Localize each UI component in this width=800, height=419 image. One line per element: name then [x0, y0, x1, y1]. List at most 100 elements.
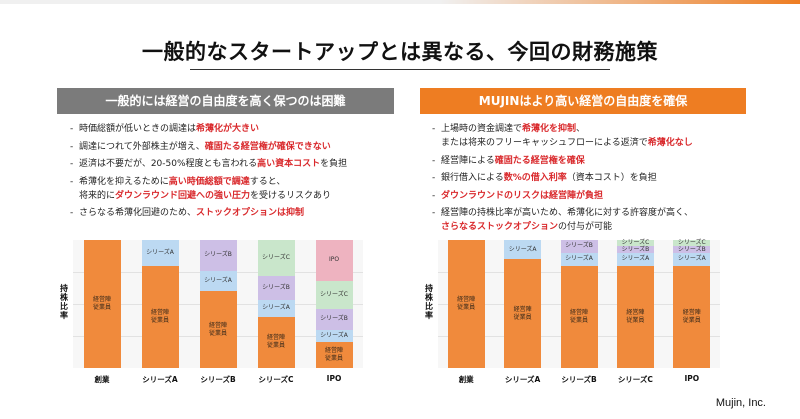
bar-segment: シリーズA	[504, 240, 542, 260]
bullet-dash: -	[432, 155, 436, 166]
left-ownership-chart: 経営陣 従業員 シリーズA 経営陣 従業員 シリーズB シリーズA 経営陣 従業員 シリーズC シリ…	[73, 240, 363, 368]
bar-segment: 経営陣 従業員	[616, 265, 654, 368]
bar-segment: 経営陣 従業員	[560, 265, 598, 368]
bullet-text: を負担	[320, 159, 348, 169]
bullet-text: 銀行借入による	[441, 173, 504, 183]
bullet-text: 時価総額が低いときの調達は	[79, 124, 197, 134]
bullet-dash: -	[432, 173, 436, 183]
bullet-text: 将来的に	[79, 190, 116, 201]
bar-segment: IPO	[315, 240, 353, 281]
left-x-tick-label: 創業	[94, 375, 110, 384]
bar-segment: シリーズB	[673, 246, 711, 253]
bullet-dash: -	[432, 208, 436, 218]
bar-segment: シリーズA	[315, 329, 353, 343]
right-panel-header: MUJINはより高い経営の自由度を確保	[420, 88, 746, 114]
left-panel-header: 一般的には経営の自由度を高く保つのは困難	[57, 88, 394, 114]
top-accent-bar	[0, 0, 800, 4]
bar-stack-3: シリーズB シリーズA 経営陣 従業員	[199, 240, 237, 368]
bullet-highlight: 希薄化なし	[647, 138, 693, 148]
bullet-text: さらなる希薄化回避のため、	[79, 208, 197, 218]
bar-segment: 経営陣 従業員	[447, 240, 485, 368]
bullet-highlight: 確固たる経営権を確保	[494, 155, 585, 166]
right-x-tick-label: シリーズB	[561, 375, 597, 384]
left-bullet-list: - 時価総額が低いときの調達は希薄化が大きい - 調達につれて外部株主が増え、確固たる…	[70, 122, 400, 224]
bar-segment: 経営陣 従業員	[199, 291, 237, 368]
bullet-item: - 時価総額が低いときの調達は希薄化が大きい	[70, 122, 400, 136]
bar-stack-1: 経営陣 従業員	[447, 240, 485, 368]
left-x-tick-label: シリーズC	[258, 375, 294, 384]
bullet-text: 経営陣による	[441, 155, 495, 166]
bar-stack-4: シリーズC シリーズB シリーズA 経営陣 従業員	[616, 239, 654, 368]
bullet-highlight: ストックオプションは抑制	[196, 208, 305, 218]
bullet-text: 、	[576, 124, 586, 134]
bullet-item: - ダウンラウンドのリスクは経営陣が負担	[432, 189, 752, 203]
bar-stack-3: シリーズB シリーズA 経営陣 従業員	[560, 240, 598, 368]
bullet-highlight: ダウンラウンドのリスクは経営陣が負担	[441, 190, 604, 201]
bar-stack-1: 経営陣 従業員	[83, 240, 121, 368]
bar-segment: シリーズA	[616, 252, 654, 266]
left-y-axis-label: 持株比率	[60, 284, 68, 320]
bullet-text: 調達につれて外部株主が増え、	[79, 141, 205, 152]
bullet-text: 希薄化を抑えるために	[79, 176, 169, 187]
bar-segment: シリーズB	[257, 275, 295, 301]
bar-segment: シリーズB	[315, 309, 353, 330]
bar-segment: 経営陣 従業員	[83, 240, 121, 368]
left-x-tick-label: IPO	[326, 374, 342, 383]
bar-segment: シリーズC	[673, 239, 711, 247]
bullet-highlight: 希薄化が大きい	[196, 124, 260, 134]
bullet-continuation: 将来的にダウンラウンド回避への強い圧力を受けるリスクあり	[70, 189, 400, 203]
bullet-item: - 調達につれて外部株主が増え、確固たる経営権が確保できない	[70, 140, 400, 154]
bullet-dash: -	[70, 141, 74, 152]
bullet-dash: -	[70, 208, 74, 218]
bullet-item: - 経営陣の持株比率が高いため、希薄化に対する許容度が高く、 さらなるストックオプシ…	[432, 206, 752, 234]
bullet-text: または将来のフリーキャッシュフローによる返済で	[441, 138, 648, 148]
bullet-text: 経営陣の持株比率が高いため、希薄化に対する許容度が高く、	[441, 208, 694, 218]
bar-stack-2: シリーズA 経営陣 従業員	[504, 240, 542, 368]
bar-segment: 経営陣 従業員	[315, 342, 353, 368]
bar-stack-2: シリーズA 経営陣 従業員	[141, 240, 179, 368]
bullet-item: - 希薄化を抑えるために高い時価総額で調達すると、将来的にダウンラウンド回避への強…	[70, 175, 400, 203]
bar-segment: シリーズC	[616, 239, 654, 247]
bullet-highlight: 高い時価総額で調達	[168, 176, 250, 187]
bar-stack-4: シリーズC シリーズB シリーズA 経営陣 従業員	[257, 240, 295, 368]
bullet-highlight: ダウンラウンド回避への強い圧力	[115, 190, 251, 201]
bullet-dash: -	[70, 124, 74, 134]
bar-segment: 経営陣 従業員	[504, 259, 542, 368]
bullet-text: 上場時の資金調達で	[441, 124, 523, 134]
page-title: 一般的なスタートアップとは異なる、今回の財務施策	[142, 40, 658, 64]
left-x-tick-label: シリーズA	[142, 375, 178, 384]
bar-segment: シリーズC	[315, 280, 353, 310]
bullet-dash: -	[432, 124, 436, 134]
bar-segment: シリーズB	[199, 240, 237, 271]
bullet-text: （資本コスト）を負担	[566, 173, 657, 183]
left-x-tick-label: シリーズB	[200, 375, 236, 384]
bullet-dash: -	[70, 176, 74, 187]
right-x-tick-label: 創業	[458, 375, 474, 384]
bullet-item: - さらなる希薄化回避のため、ストックオプションは抑制	[70, 206, 400, 220]
bullet-highlight: 希薄化を抑制	[522, 124, 577, 134]
bar-segment: 経営陣 従業員	[673, 265, 711, 368]
right-x-tick-label: シリーズA	[504, 375, 541, 384]
bar-segment: シリーズB	[560, 240, 598, 253]
right-ownership-chart: 経営陣 従業員 シリーズA 経営陣 従業員 シリーズB シリーズA 経営陣 従業員 シリーズC シリ…	[438, 239, 720, 368]
bullet-dash: -	[70, 159, 74, 169]
bullet-item: - 経営陣による確固たる経営権を確保	[432, 154, 752, 168]
title-underline	[190, 69, 610, 70]
bullet-text: を受けるリスクあり	[250, 190, 332, 201]
bullet-continuation: さらなるストックオプションの付与が可能	[432, 220, 752, 234]
bullet-highlight: さらなるストックオプション	[441, 222, 559, 232]
bar-stack-5: シリーズC シリーズB シリーズA 経営陣 従業員	[673, 239, 711, 368]
bar-stack-5: IPO シリーズC シリーズB シリーズA 経営陣 従業員	[315, 240, 353, 368]
bullet-highlight: 数%の借入利率	[503, 173, 567, 183]
bullet-highlight: 確固たる経営権が確保できない	[204, 141, 331, 152]
bullet-item: - 銀行借入による数%の借入利率（資本コスト）を負担	[432, 171, 752, 185]
bullet-text: すると、	[249, 176, 286, 187]
right-bullet-list: - 上場時の資金調達で希薄化を抑制、 または将来のフリーキャッシュフローによる返済で…	[432, 122, 752, 238]
bullet-item: - 返済は不要だが、20-50%程度とも言われる高い資本コストを負担	[70, 157, 400, 171]
bar-segment: シリーズA	[673, 252, 711, 266]
bullet-continuation: または将来のフリーキャッシュフローによる返済で希薄化なし	[432, 136, 752, 150]
bullet-highlight: 高い資本コスト	[257, 159, 321, 169]
bar-segment: シリーズA	[199, 270, 237, 292]
bar-segment: 経営陣 従業員	[257, 316, 295, 368]
bar-segment: シリーズC	[257, 240, 295, 276]
